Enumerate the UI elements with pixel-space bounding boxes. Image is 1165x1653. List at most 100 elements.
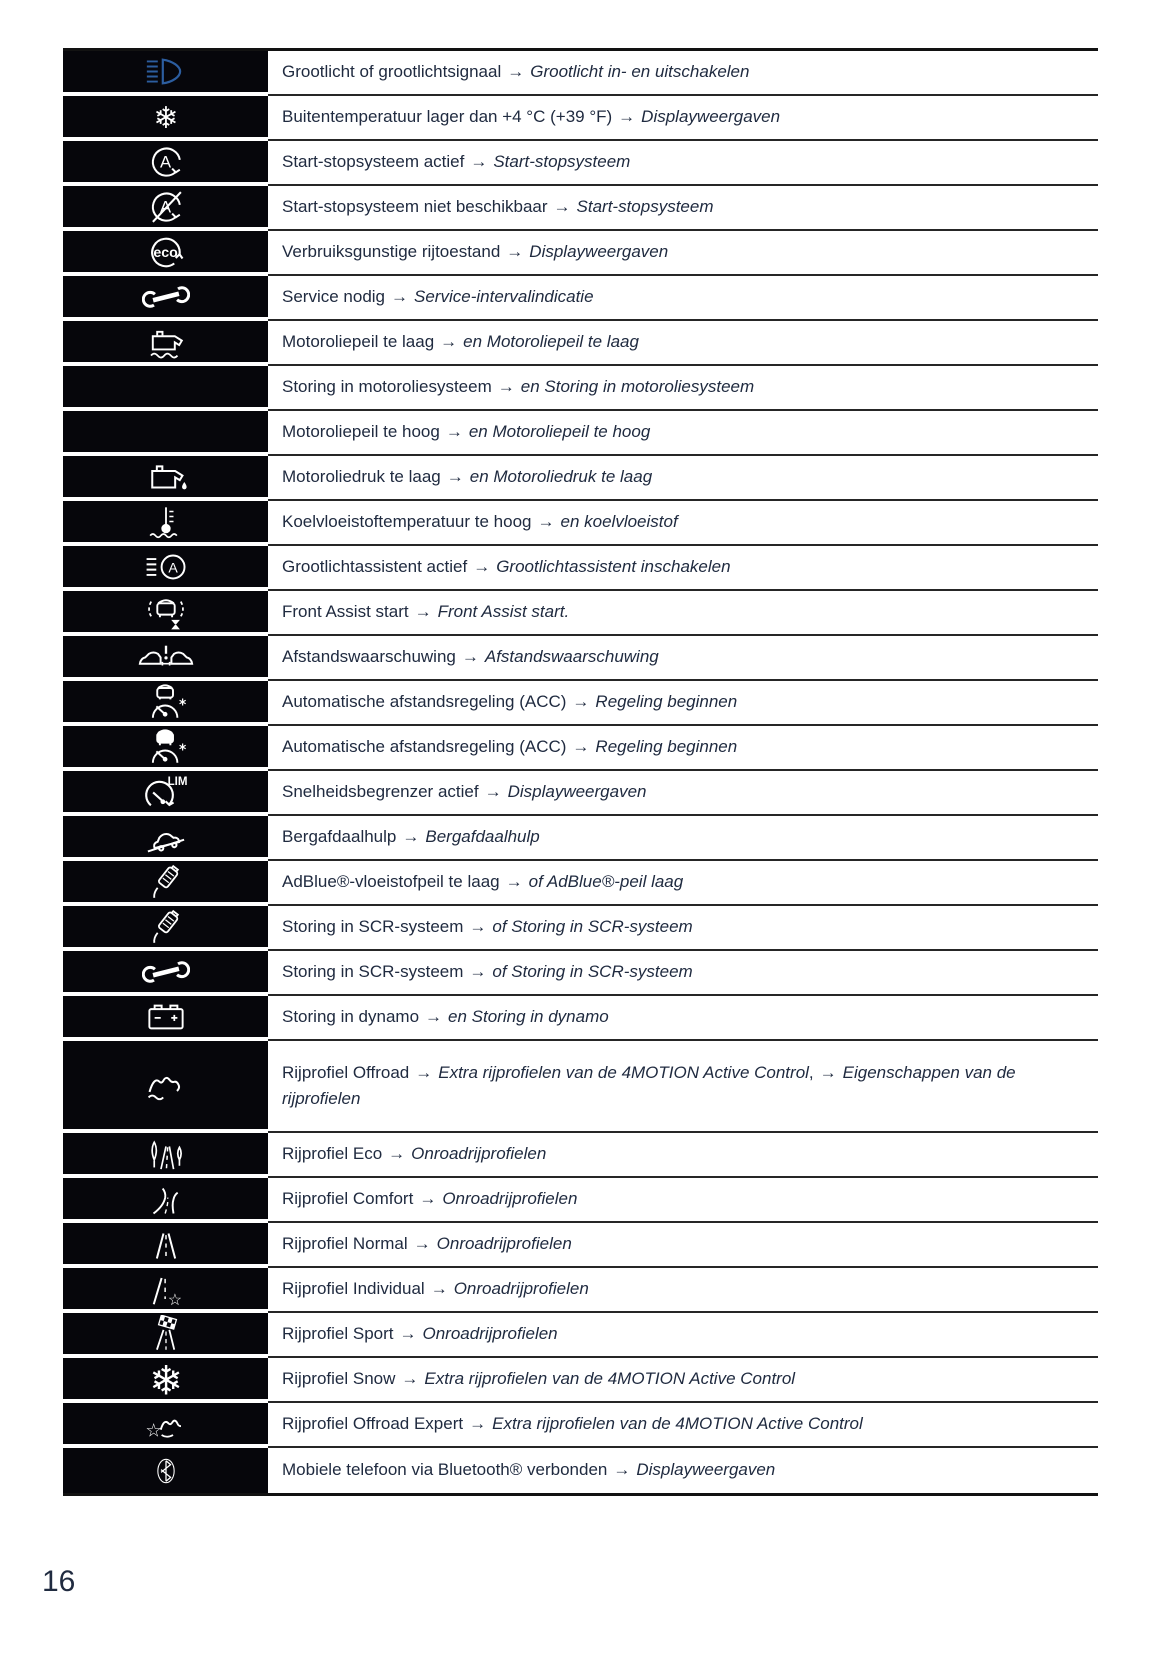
row-reference: en Motoroliepeil te laag (463, 332, 639, 352)
row-reference: Regeling beginnen (595, 692, 738, 712)
row-reference: Start-stopsysteem (576, 197, 714, 217)
row-text: Storing in dynamo → en Storing in dynamo (268, 996, 1098, 1041)
arrow-icon: → (572, 692, 590, 712)
arrow-icon: → (425, 1007, 443, 1027)
row-label: Automatische afstandsregeling (ACC) (282, 692, 567, 712)
arrow-icon: → (484, 782, 502, 802)
row-text-line: Bergafdaalhulp → Bergafdaalhulp (282, 824, 540, 850)
row-text: Koelvloeistoftemperatuur te hoog → en koel… (268, 501, 1098, 546)
table-row: Rijprofiel Normal → Onroadrijprofielen (63, 1223, 1098, 1268)
wrench-icon (63, 276, 268, 321)
row-label: Koelvloeistoftemperatuur te hoog (282, 512, 532, 532)
arrow-icon: → (414, 602, 432, 622)
row-reference: Extra rijprofielen van de 4MOTION Active… (492, 1414, 863, 1434)
table-row: Rijprofiel Offroad → Extra rijprofielen va… (63, 1041, 1098, 1133)
row-text-line: Buitentemperatuur lager dan +4 °C (+39 °… (282, 104, 780, 130)
row-reference: Onroadrijprofielen (411, 1144, 547, 1164)
row-text-line: Rijprofiel Normal → Onroadrijprofielen (282, 1231, 572, 1257)
acc-icon (63, 681, 268, 726)
table-row: A Start-stopsysteem niet beschikbaar → Star… (63, 186, 1098, 231)
row-text: Grootlicht of grootlichtsignaal → Grootlic… (268, 51, 1098, 96)
arrow-icon: → (446, 467, 464, 487)
table-row: A Grootlichtassistent actief → Grootlichtas… (63, 546, 1098, 591)
row-text: Automatische afstandsregeling (ACC) → Rege… (268, 726, 1098, 771)
row-reference: en koelvloeistof (560, 512, 678, 532)
row-text-line: Rijprofiel Offroad → Extra rijprofielen va… (282, 1060, 1086, 1113)
row-label: Start-stopsysteem niet beschikbaar (282, 197, 548, 217)
row-label: Rijprofiel Comfort (282, 1189, 414, 1209)
row-text: Rijprofiel Individual → Onroadrijprofielen (268, 1268, 1098, 1313)
row-reference: Service-intervalindicatie (414, 287, 594, 307)
table-row: AdBlue®-vloeistofpeil te laag → of AdBlue®… (63, 861, 1098, 906)
row-reference: Eigenschappen van de rijprofielen (282, 1062, 1016, 1108)
arrow-icon: → (497, 377, 515, 397)
arrow-icon: → (469, 962, 487, 982)
row-reference: Displayweergaven (507, 782, 647, 802)
row-text-line: Rijprofiel Comfort → Onroadrijprofielen (282, 1186, 577, 1212)
table-row: Motoroliedruk te laag → en Motoroliedruk t… (63, 456, 1098, 501)
svg-text:A: A (160, 197, 172, 216)
row-text: Mobiele telefoon via Bluetooth® verbonde… (268, 1448, 1098, 1493)
row-text: Grootlichtassistent actief → Grootlichtass… (268, 546, 1098, 591)
row-label: Rijprofiel Sport (282, 1324, 394, 1344)
table-row: Automatische afstandsregeling (ACC) → Rege… (63, 726, 1098, 771)
table-row: Front Assist start → Front Assist start. (63, 591, 1098, 636)
svg-text:A: A (168, 559, 178, 575)
row-label: Rijprofiel Offroad (282, 1062, 410, 1082)
row-text: Motoroliepeil te hoog → en Motoroliepeil t… (268, 411, 1098, 456)
arrow-icon: → (430, 1279, 448, 1299)
arrow-icon: → (537, 512, 555, 532)
row-text-line: Start-stopsysteem actief → Start-stopsyste… (282, 149, 630, 175)
row-text-line: Start-stopsysteem niet beschikbaar → Start… (282, 194, 714, 220)
arrow-icon: → (388, 1144, 406, 1164)
row-reference: Displayweergaven (529, 242, 669, 262)
row-text-line: Motoroliepeil te hoog → en Motoroliepeil t… (282, 419, 650, 445)
row-reference: Onroadrijprofielen (422, 1324, 558, 1344)
row-text: Bergafdaalhulp → Bergafdaalhulp (268, 816, 1098, 861)
svg-text:❄: ❄ (153, 101, 178, 134)
table-row: LIM Snelheidsbegrenzer actief → Displayweer… (63, 771, 1098, 816)
empty-icon-cell (63, 411, 268, 456)
arrow-icon: → (440, 332, 458, 352)
row-text-line: Rijprofiel Individual → Onroadrijprofielen (282, 1276, 589, 1302)
table-row: Rijprofiel Sport → Onroadrijprofielen (63, 1313, 1098, 1358)
page-number: 16 (42, 1565, 76, 1598)
offroad-expert-icon: ☆ (63, 1403, 268, 1448)
row-reference: Grootlichtassistent inschakelen (496, 557, 731, 577)
row-label: Mobiele telefoon via Bluetooth® verbonde… (282, 1460, 608, 1480)
row-text: Storing in SCR-systeem → of Storing in SCR… (268, 951, 1098, 996)
table-row: eco Verbruiksgunstige rijtoestand → Display… (63, 231, 1098, 276)
row-plain-text: , (808, 1062, 814, 1082)
row-text-line: Automatische afstandsregeling (ACC) → Rege… (282, 689, 737, 715)
offroad-icon (63, 1041, 268, 1133)
wrench-icon (63, 951, 268, 996)
row-label: Storing in motoroliesysteem (282, 377, 492, 397)
row-reference: Start-stopsysteem (493, 152, 631, 172)
acc-active-icon (63, 726, 268, 771)
arrow-icon: → (613, 1460, 631, 1480)
row-text-line: Grootlichtassistent actief → Grootlichtass… (282, 554, 731, 580)
adblue-icon (63, 861, 268, 906)
row-reference: Extra rijprofielen van de 4MOTION Active… (438, 1062, 809, 1082)
svg-text:LIM: LIM (167, 775, 187, 787)
row-reference: en Storing in motoroliesysteem (520, 377, 755, 397)
arrow-icon: → (415, 1062, 433, 1082)
arrow-icon: → (506, 242, 524, 262)
row-reference: Displayweergaven (636, 1460, 776, 1480)
table-row: Automatische afstandsregeling (ACC) → Rege… (63, 681, 1098, 726)
row-label: AdBlue®-vloeistofpeil te laag (282, 872, 500, 892)
row-reference: en Motoroliedruk te laag (469, 467, 653, 487)
coolant-temp-icon (63, 501, 268, 546)
table-row: ☆ Rijprofiel Offroad Expert → Extra rijprof… (63, 1403, 1098, 1448)
row-text: Buitentemperatuur lager dan +4 °C (+39 °… (268, 96, 1098, 141)
row-label: Service nodig (282, 287, 386, 307)
hill-descent-icon (63, 816, 268, 861)
row-text: Rijprofiel Sport → Onroadrijprofielen (268, 1313, 1098, 1358)
row-text: Rijprofiel Eco → Onroadrijprofielen (268, 1133, 1098, 1178)
start-stop-active-icon: A (63, 141, 268, 186)
distance-warning-icon (63, 636, 268, 681)
row-text: Service nodig → Service-intervalindicatie (268, 276, 1098, 321)
arrow-icon: → (401, 1369, 419, 1389)
table-row: Mobiele telefoon via Bluetooth® verbonde… (63, 1448, 1098, 1493)
bluetooth-icon (63, 1448, 268, 1493)
